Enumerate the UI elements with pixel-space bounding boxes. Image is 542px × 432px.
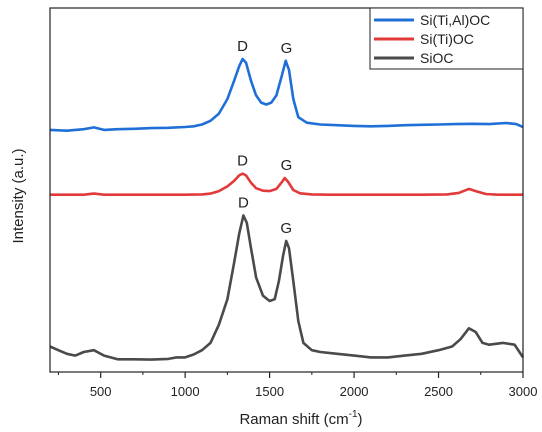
x-axis-label-tail: ) — [358, 411, 363, 428]
plot-frame — [49, 7, 524, 373]
x-axis-label-superscript: -1 — [349, 409, 358, 420]
legend-label-0: Si(Ti,Al)OC — [420, 12, 490, 28]
x-axis-label: Raman shift (cm-1) — [239, 409, 362, 428]
series-line-si-ti-oc — [50, 172, 523, 196]
legend-label-2: SiOC — [420, 50, 453, 66]
x-tick-label-2500: 2500 — [424, 384, 453, 399]
peak-label-g-5: G — [280, 220, 292, 237]
legend: Si(Ti,Al)OC Si(Ti)OC SiOC — [369, 7, 524, 70]
peak-label-g-1: G — [281, 40, 293, 57]
series-line-sioc — [49, 214, 525, 361]
x-tick-label-1000: 1000 — [171, 384, 200, 399]
peak-label-d-4: D — [238, 194, 249, 211]
peak-label-g-3: G — [281, 157, 293, 174]
peak-label-d-0: D — [237, 38, 248, 55]
x-tick-label-500: 500 — [90, 384, 112, 399]
x-tick-label-2000: 2000 — [340, 384, 369, 399]
y-axis-label: Intensity (a.u.) — [10, 148, 27, 243]
plot-layer: D G D G D G — [49, 38, 525, 361]
x-axis-label-main: Raman shift (cm — [239, 411, 348, 428]
x-tick-label-1500: 1500 — [255, 384, 284, 399]
peak-label-d-2: D — [237, 153, 248, 170]
series-line-si-ti-al-oc — [49, 57, 524, 132]
x-tick-label-3000: 3000 — [509, 384, 538, 399]
axes-layer: 500 1000 1500 2000 2500 3000 — [49, 7, 538, 399]
legend-label-1: Si(Ti)OC — [420, 31, 474, 47]
